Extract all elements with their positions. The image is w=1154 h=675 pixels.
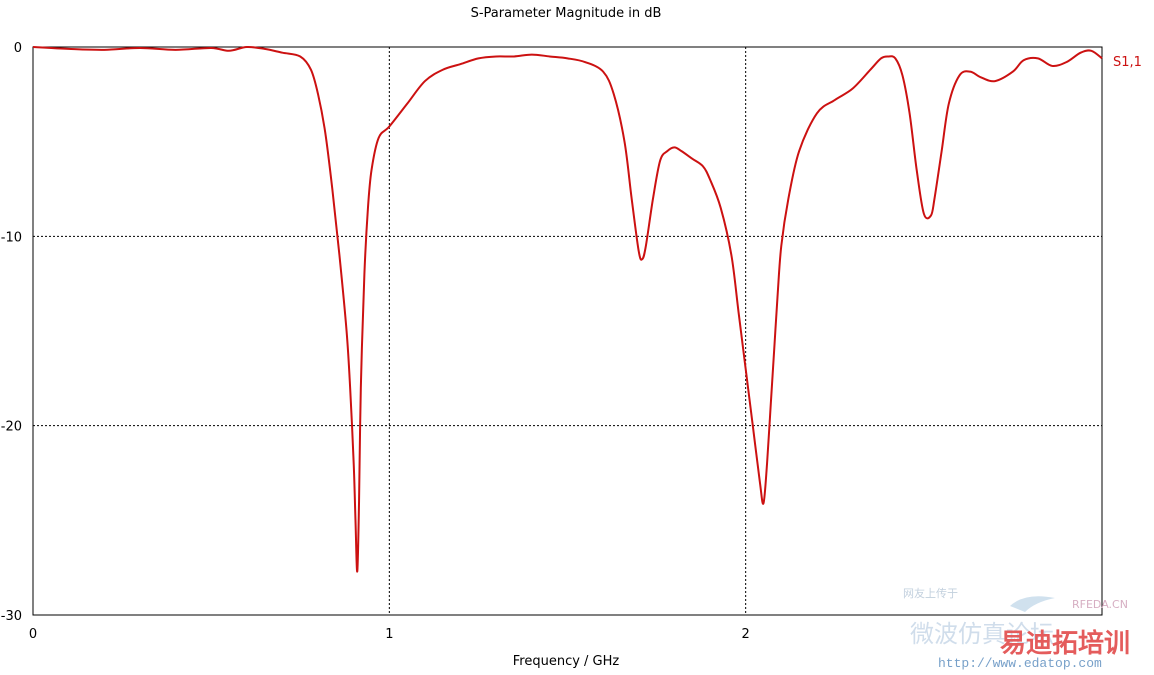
y-tick-label: -10: [1, 230, 22, 245]
watermark-faint-line1: 网友上传于: [903, 586, 958, 600]
x-tick-label: 0: [29, 627, 37, 642]
grid-lines: [33, 47, 1102, 615]
chart-title: S-Parameter Magnitude in dB: [471, 6, 662, 21]
legend-s11: S1,1: [1113, 55, 1142, 70]
watermark: 网友上传于 RFEDA.CN 微波仿真论坛 易迪拓培训 http://www.e…: [903, 586, 1130, 671]
y-tick-label: -20: [1, 420, 22, 435]
watermark-brand: 易迪拓培训: [1000, 629, 1130, 659]
series-group: [32, 45, 1103, 573]
y-tick-label: 0: [14, 41, 22, 56]
bird-logo-icon: [1010, 596, 1055, 612]
watermark-faint-line2: 微波仿真论坛: [910, 620, 1054, 648]
watermark-url: http://www.edatop.com: [938, 656, 1102, 671]
x-tick-label: 2: [742, 627, 750, 642]
plot-frame: [32, 46, 1103, 616]
y-tick-label: -30: [1, 609, 22, 624]
series-line-s11: [32, 45, 1103, 573]
x-tick-label: 1: [385, 627, 393, 642]
watermark-site-tag: RFEDA.CN: [1072, 598, 1128, 611]
y-axis-ticks: 0 -10 -20 -30: [1, 41, 22, 624]
x-axis-label: Frequency / GHz: [513, 654, 620, 669]
x-axis-ticks: 0 1 2: [29, 627, 750, 642]
